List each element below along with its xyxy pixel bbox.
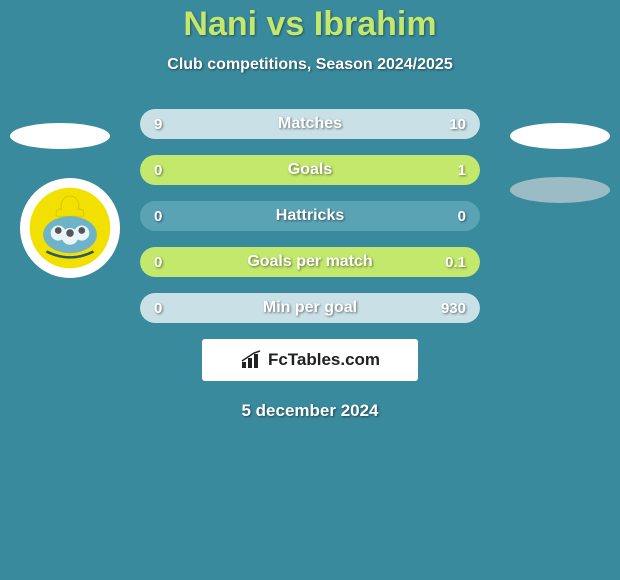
stat-row: 0 Min per goal 930 (140, 293, 480, 323)
stat-label: Hattricks (276, 207, 344, 225)
stat-value-right: 1 (458, 162, 466, 179)
stat-label: Matches (278, 115, 342, 133)
stat-row: 0 Hattricks 0 (140, 201, 480, 231)
stats-area: 9Matches100Goals10Hattricks00Goals per m… (140, 109, 480, 323)
stat-row: 0 Goals 1 (140, 155, 480, 185)
stat-value-right: 0 (458, 208, 466, 225)
bar-chart-icon (240, 350, 264, 370)
stat-value-right: 0.1 (445, 254, 466, 271)
date-label: 5 december 2024 (0, 401, 620, 421)
page-title: Nani vs Ibrahim (0, 5, 620, 44)
stat-label: Min per goal (263, 299, 357, 317)
subtitle: Club competitions, Season 2024/2025 (0, 56, 620, 74)
stat-fill-left (140, 109, 300, 139)
stat-value-right: 10 (449, 116, 466, 133)
stat-value-left: 0 (154, 300, 162, 317)
branding-badge[interactable]: FcTables.com (202, 339, 418, 381)
player-right-ellipse-2 (510, 177, 610, 203)
player-right-ellipse-1 (510, 123, 610, 149)
club-badge (20, 178, 120, 278)
player-left-ellipse (10, 123, 110, 149)
stat-value-right: 930 (441, 300, 466, 317)
stat-value-left: 0 (154, 162, 162, 179)
stat-label: Goals per match (247, 253, 372, 271)
branding-text: FcTables.com (268, 350, 380, 370)
comparison-card: Nani vs Ibrahim Club competitions, Seaso… (0, 0, 620, 580)
stat-row: 0 Goals per match 0.1 (140, 247, 480, 277)
stat-value-left: 0 (154, 208, 162, 225)
club-crest-icon (28, 186, 112, 270)
stat-value-left: 0 (154, 254, 162, 271)
stat-row: 9 Matches 10 (140, 109, 480, 139)
stat-value-left: 9 (154, 116, 162, 133)
stat-label: Goals (288, 161, 332, 179)
